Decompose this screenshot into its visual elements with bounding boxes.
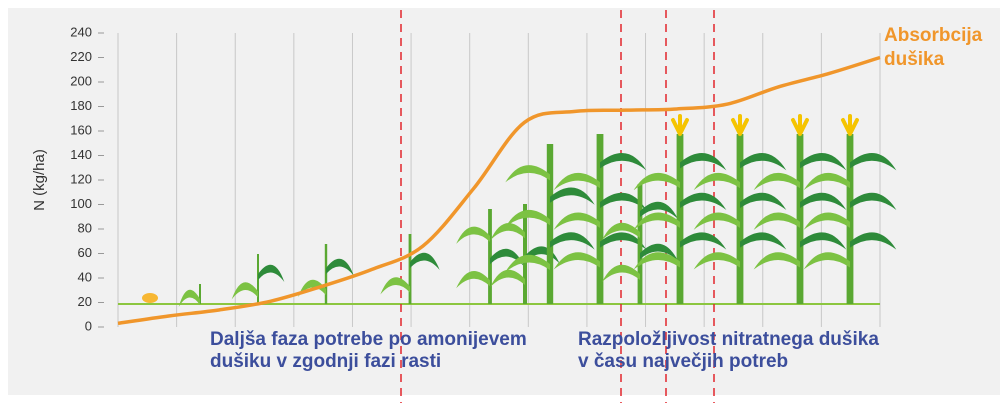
y-tick-label: 220 [70, 49, 92, 64]
y-tick-label: 80 [78, 220, 92, 235]
y-tick-label: 160 [70, 122, 92, 137]
annotation: Razpoložljivost nitratnega dušika [578, 329, 879, 350]
y-tick-label: 100 [70, 196, 92, 211]
annotation: dušiku v zgodnji fazi rasti [210, 351, 441, 372]
y-tick-label: 180 [70, 98, 92, 113]
seed [142, 293, 158, 303]
page: N (kg/ha) 0 20 40 60 80 100 120 140 160 180 200 220… [0, 0, 1000, 403]
y-tick-label: 200 [70, 73, 92, 88]
annotation: v času največjih potreb [578, 351, 788, 372]
y-tick-label: 20 [78, 294, 92, 309]
y-tick-label: 60 [78, 245, 92, 260]
y-tick-label: 40 [78, 269, 92, 284]
y-axis-label: N (kg/ha) [31, 149, 48, 211]
legend-label: Absorbcija dušika [884, 24, 996, 72]
y-tick-label: 140 [70, 147, 92, 162]
y-tick-label: 0 [85, 318, 92, 333]
y-tick-label: 240 [70, 24, 92, 39]
annotation: Daljša faza potrebe po amonijevem [210, 329, 527, 350]
chart: N (kg/ha) 0 20 40 60 80 100 120 140 160 180 200 220… [0, 0, 1000, 403]
y-tick-label: 120 [70, 171, 92, 186]
